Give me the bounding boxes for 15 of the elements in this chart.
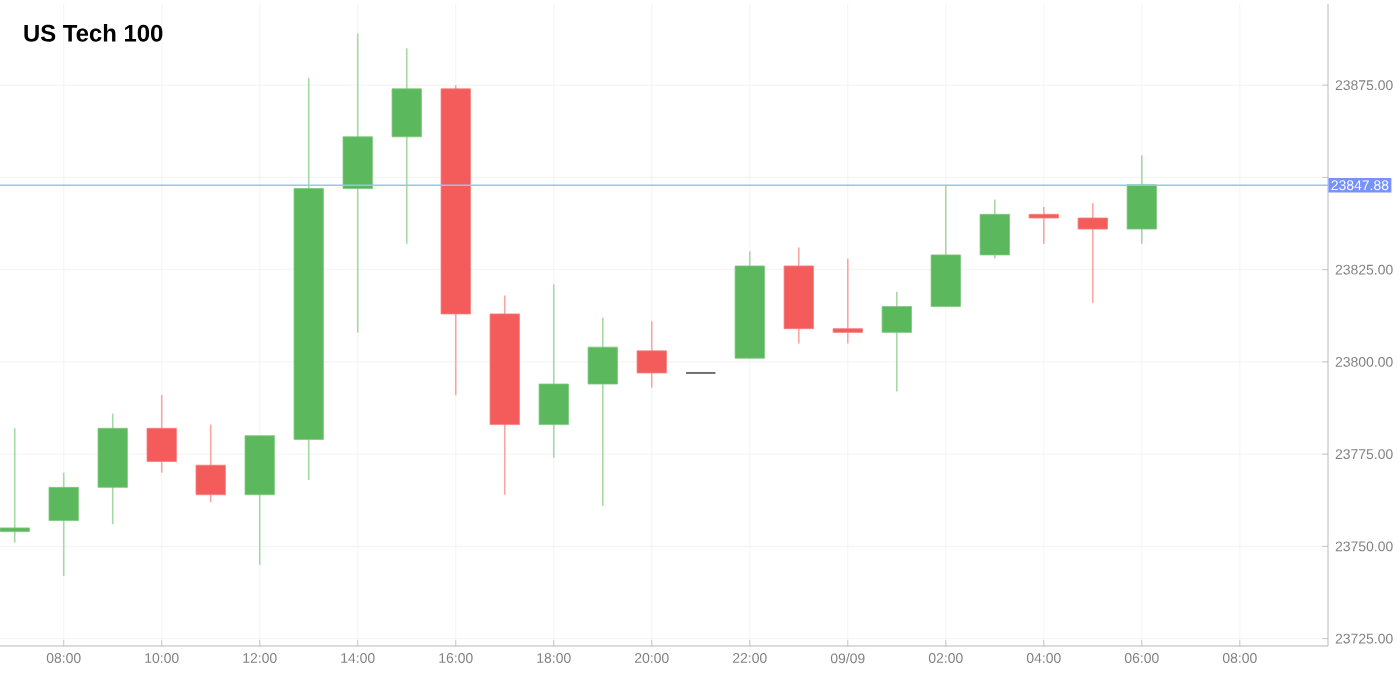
candlestick [195,423,226,503]
candlestick [538,283,569,459]
candlestick [1126,154,1157,245]
candlestick [1077,202,1108,304]
candlestick [832,257,863,345]
candlestick [587,316,618,507]
candlestick [881,290,912,393]
candlestick [0,427,30,544]
candlestick [1028,206,1059,245]
candlestick [979,198,1010,260]
text: US Tech 100 [24,24,163,42]
candlestick [391,47,422,245]
candlestick [636,320,667,389]
candlestick [48,471,79,577]
candlestick [146,394,177,474]
